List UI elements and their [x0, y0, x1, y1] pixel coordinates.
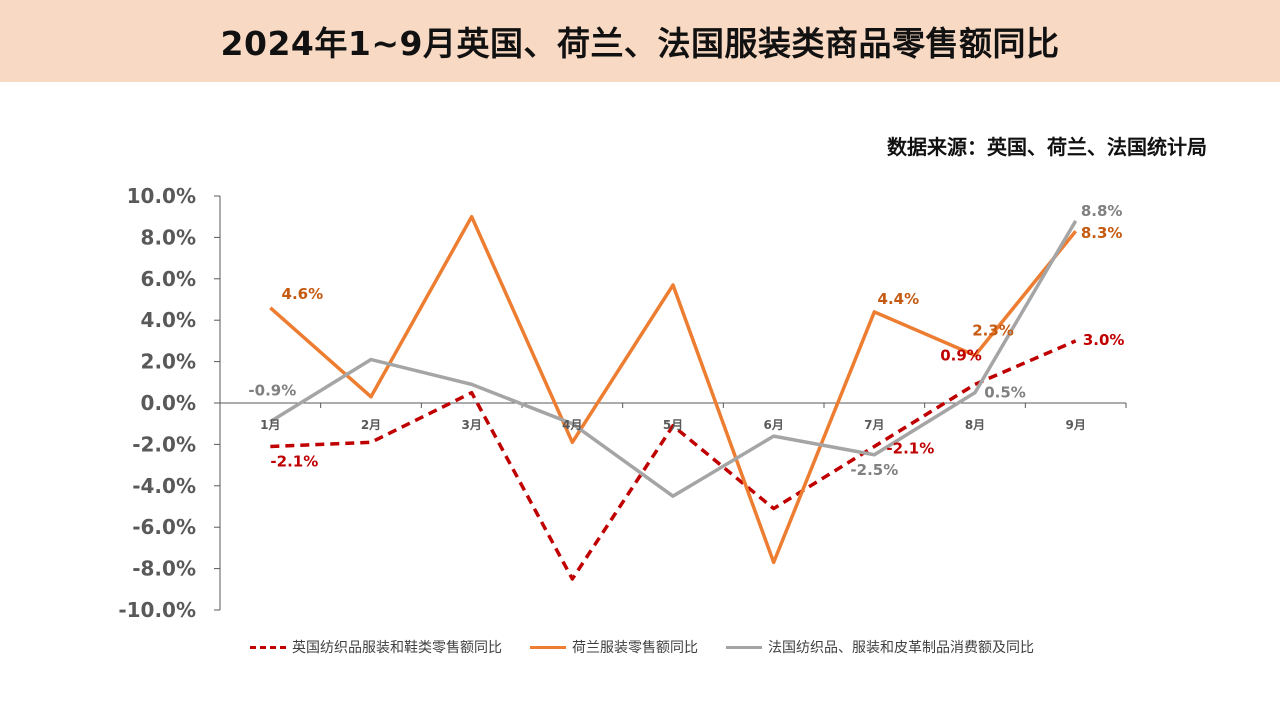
x-tick-label: 2月: [361, 418, 381, 432]
series-line-uk: [270, 339, 1077, 581]
data-point-fr: [470, 383, 473, 386]
y-tick-label: -8.0%: [132, 557, 196, 581]
data-point-fr: [1074, 219, 1077, 222]
data-point-uk: [470, 391, 473, 394]
x-tick-label: 6月: [763, 418, 783, 432]
legend-swatch-fr: [726, 645, 762, 649]
legend-label-fr: 法国纺织品、服装和皮革制品消费额及同比: [768, 640, 1034, 656]
x-tick-label: 8月: [965, 418, 985, 432]
data-point-nl: [1074, 230, 1077, 233]
legend-label-nl: 荷兰服装零售额同比: [572, 640, 698, 656]
y-tick-label: -6.0%: [132, 515, 196, 539]
data-label-fr: -0.9%: [248, 382, 296, 400]
x-tick-label: 5月: [663, 418, 683, 432]
y-tick-label: -2.0%: [132, 432, 196, 456]
data-point-nl: [269, 306, 272, 309]
legend-swatch-uk: [250, 645, 286, 649]
data-point-fr: [672, 495, 675, 498]
data-label-uk: 0.9%: [940, 346, 982, 364]
x-tick-label: 7月: [864, 418, 884, 432]
page-title: 2024年1~9月英国、荷兰、法国服装类商品零售额同比: [220, 24, 1060, 63]
x-tick-label: 3月: [461, 418, 481, 432]
data-label-nl: 8.3%: [1081, 224, 1123, 242]
data-point-nl: [370, 395, 373, 398]
data-label-uk: 3.0%: [1083, 331, 1125, 349]
data-point-uk: [873, 445, 876, 448]
data-point-fr: [873, 453, 876, 456]
data-point-nl: [772, 561, 775, 564]
data-label-nl: 2.3%: [972, 321, 1014, 339]
data-point-nl: [873, 310, 876, 313]
x-tick-label: 9月: [1065, 418, 1085, 432]
data-label-fr: -2.5%: [850, 461, 898, 479]
y-tick-label: -4.0%: [132, 474, 196, 498]
legend-item-fr[interactable]: 法国纺织品、服装和皮革制品消费额及同比: [726, 637, 1034, 657]
data-label-nl: 4.4%: [878, 290, 920, 308]
data-source: 数据来源：英国、荷兰、法国统计局: [887, 135, 1207, 159]
data-point-uk: [269, 445, 272, 448]
y-tick-label: 0.0%: [141, 391, 196, 415]
data-point-fr: [974, 391, 977, 394]
y-tick-label: 8.0%: [141, 225, 196, 249]
data-point-uk: [370, 441, 373, 444]
legend-label-uk: 英国纺织品服装和鞋类零售额同比: [292, 640, 502, 656]
data-label-fr: 0.5%: [984, 384, 1026, 402]
y-tick-label: 10.0%: [127, 184, 196, 208]
data-point-uk: [772, 507, 775, 510]
data-point-fr: [772, 435, 775, 438]
series-line-fr: [269, 219, 1078, 498]
data-point-fr: [370, 358, 373, 361]
data-point-uk: [571, 577, 574, 580]
data-point-nl: [672, 284, 675, 287]
data-point-uk: [1074, 339, 1077, 342]
y-tick-label: 4.0%: [141, 308, 196, 332]
x-tick-label: 4月: [562, 418, 582, 432]
legend-item-uk[interactable]: 英国纺织品服装和鞋类零售额同比: [250, 637, 502, 657]
legend-item-nl[interactable]: 荷兰服装零售额同比: [530, 637, 698, 657]
data-label-fr: 8.8%: [1081, 202, 1123, 220]
y-tick-label: -10.0%: [118, 598, 196, 622]
title-banner: 2024年1~9月英国、荷兰、法国服装类商品零售额同比: [0, 0, 1280, 82]
x-tick-label: 1月: [260, 418, 280, 432]
data-point-nl: [571, 441, 574, 444]
series-line-nl: [269, 214, 1078, 565]
legend-swatch-nl: [530, 645, 566, 649]
data-point-uk: [974, 383, 977, 386]
y-tick-label: 2.0%: [141, 350, 196, 374]
legend: 英国纺织品服装和鞋类零售额同比 荷兰服装零售额同比 法国纺织品、服装和皮革制品消…: [250, 636, 1150, 658]
y-tick-label: 6.0%: [141, 267, 196, 291]
data-point-nl: [470, 215, 473, 218]
data-label-uk: -2.1%: [270, 452, 318, 470]
data-label-uk: -2.1%: [886, 439, 934, 457]
data-label-nl: 4.6%: [282, 285, 324, 303]
